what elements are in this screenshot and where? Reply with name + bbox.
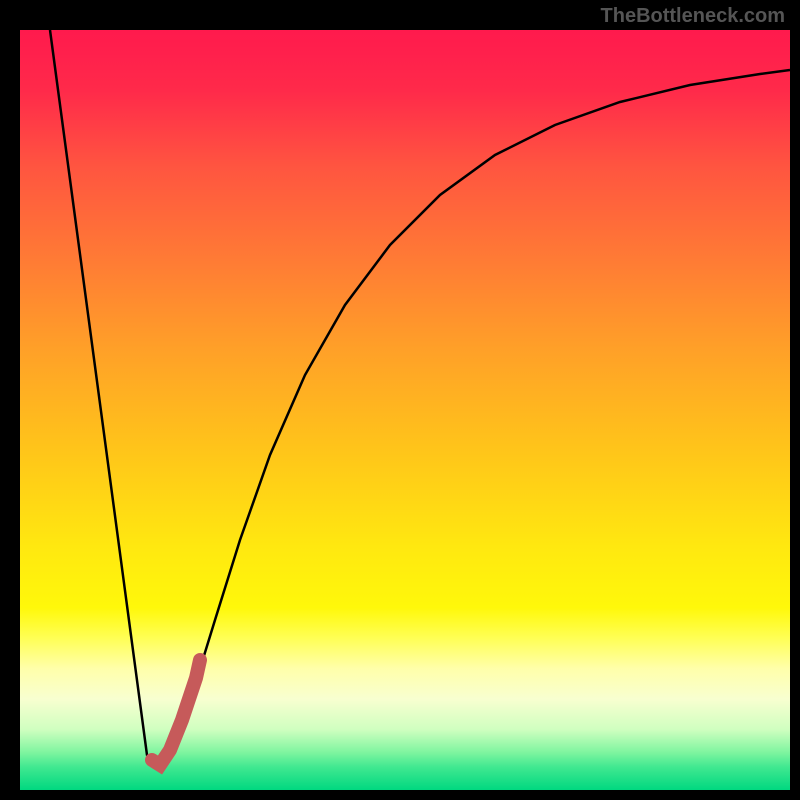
highlight-segment <box>152 660 200 765</box>
watermark-text: TheBottleneck.com <box>601 5 785 28</box>
bottleneck-curve <box>50 30 790 765</box>
chart-container: TheBottleneck.com <box>0 0 800 800</box>
plot-area <box>20 30 790 790</box>
curve-layer <box>20 30 790 790</box>
